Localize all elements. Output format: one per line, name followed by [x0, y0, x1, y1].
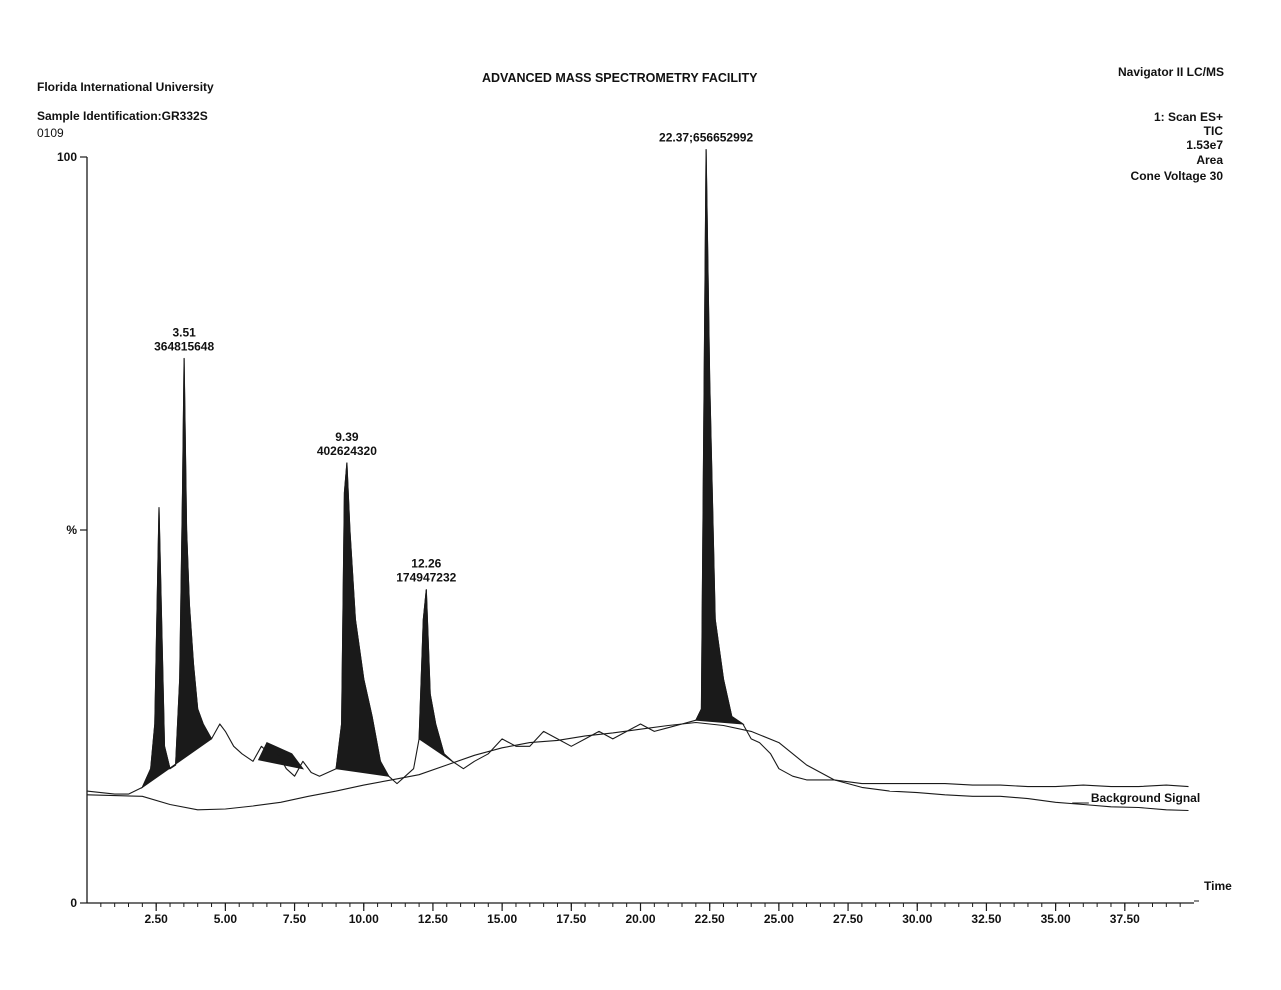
sample-id-label: Sample Identification:GR332S: [37, 109, 208, 123]
peak-area-label: 402624320: [317, 444, 377, 458]
x-tick-label: 2.50: [145, 912, 169, 926]
facility-title: ADVANCED MASS SPECTROMETRY FACILITY: [482, 71, 758, 85]
max-intensity-label: 1.53e7: [1186, 138, 1223, 152]
x-tick-label: 22.50: [695, 912, 725, 926]
minor-peak-area-fill: [257, 741, 305, 770]
x-tick-label: 5.00: [214, 912, 238, 926]
peak-time-label: 12.26: [411, 557, 441, 571]
x-tick-label: 7.50: [283, 912, 307, 926]
x-tick-label: 27.50: [833, 912, 863, 926]
x-tick-label: 15.00: [487, 912, 517, 926]
y-tick-label: %: [66, 523, 77, 537]
x-tick-label: 32.50: [971, 912, 1001, 926]
x-tick-label: 10.00: [349, 912, 379, 926]
x-tick-label: 37.50: [1110, 912, 1140, 926]
peak-time-label: 9.39: [335, 430, 359, 444]
x-tick-label: 30.00: [902, 912, 932, 926]
tic-trace-line: [86, 148, 1189, 795]
sample-number-label: 0109: [37, 126, 64, 140]
peak-area-fill: [141, 358, 213, 789]
cone-voltage-label: Cone Voltage 30: [1130, 169, 1223, 183]
x-tick-label: 17.50: [556, 912, 586, 926]
x-tick-label: 12.50: [418, 912, 448, 926]
background-signal-label: Background Signal: [1091, 791, 1200, 805]
y-tick-label: 0: [70, 896, 77, 910]
background-signal-line: [86, 721, 1189, 812]
y-tick-label: 100: [57, 150, 77, 164]
scan-label: 1: Scan ES+: [1153, 110, 1223, 124]
mode-label: Area: [1196, 153, 1223, 167]
trace-label: TIC: [1203, 124, 1223, 138]
peak-area-label: 174947232: [396, 571, 456, 585]
x-tick-label: 25.00: [764, 912, 794, 926]
peak-area-fill: [695, 149, 745, 725]
instrument-label: Navigator II LC/MS: [1117, 65, 1224, 79]
x-tick-label: 20.00: [625, 912, 655, 926]
peak-label: 22.37;656652992: [659, 131, 753, 145]
peak-area-label: 364815648: [154, 339, 214, 353]
peak-time-label: 3.51: [172, 325, 196, 339]
institution-label: Florida International University: [37, 80, 214, 94]
x-tick-label: 35.00: [1041, 912, 1071, 926]
x-axis-title: Time: [1204, 879, 1232, 893]
